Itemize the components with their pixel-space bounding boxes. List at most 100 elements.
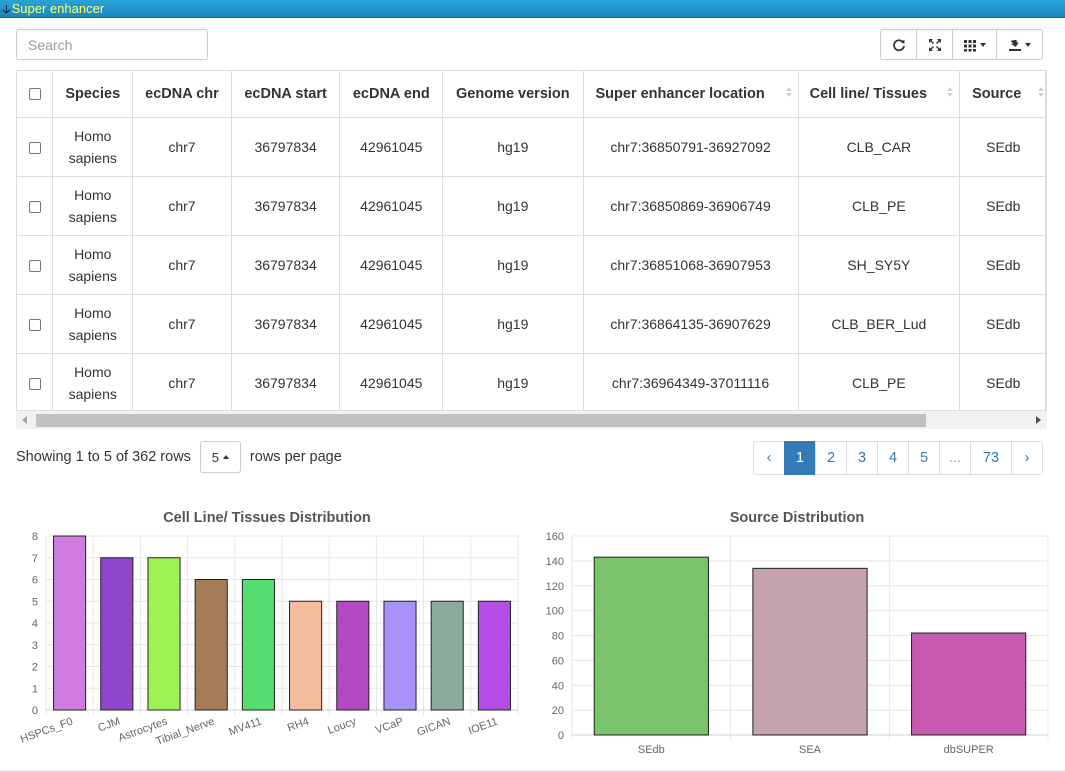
y-tick-label: 5 xyxy=(32,596,38,608)
divider xyxy=(0,770,1065,772)
bar-dbsuper[interactable] xyxy=(911,632,1027,736)
next-page-button[interactable]: › xyxy=(1011,441,1043,475)
start-cell: 36797834 xyxy=(230,116,341,177)
table-row: Homo sapiens chr7 36797834 42961045 hg19… xyxy=(17,352,1046,413)
cell-line-chart-svg: Cell Line/ Tissues Distribution 0 1 2 3 4 5 6 7 8… xyxy=(19,510,519,748)
page-button-1[interactable]: 1 xyxy=(784,441,816,475)
y-tick-label: 40 xyxy=(552,680,564,692)
page-button-4[interactable]: 4 xyxy=(877,441,909,475)
source-chart: Source Distribution 0 20 40 60 80 100 120 140 160… xyxy=(530,500,1065,765)
row-checkbox[interactable] xyxy=(28,259,41,272)
export-button[interactable] xyxy=(996,29,1043,60)
bar-cjm[interactable] xyxy=(100,557,134,711)
page-button-5[interactable]: 5 xyxy=(908,441,940,475)
chr-cell: chr7 xyxy=(132,234,232,295)
column-header-cell-line[interactable]: Cell line/ Tissues xyxy=(797,71,961,118)
genome-cell: hg19 xyxy=(442,293,584,354)
end-cell: 42961045 xyxy=(339,293,444,354)
sort-icon xyxy=(947,87,954,97)
sort-icon xyxy=(785,87,792,97)
page-button-2[interactable]: 2 xyxy=(815,441,847,475)
location-cell: chr7:36850791-36927092 xyxy=(582,116,799,177)
column-header-start[interactable]: ecDNA start xyxy=(230,71,341,118)
column-header-location[interactable]: Super enhancer location xyxy=(582,71,799,118)
row-checkbox[interactable] xyxy=(28,141,41,154)
columns-button[interactable] xyxy=(952,29,997,60)
select-all-cell[interactable] xyxy=(17,71,54,118)
pagination: ‹ 1 2 3 4 5 ... 73 › xyxy=(753,441,1043,475)
page-button-73[interactable]: 73 xyxy=(970,441,1012,475)
bar-gican[interactable] xyxy=(430,600,464,711)
panel-header[interactable]: 🡣Super enhancer xyxy=(0,0,1065,18)
bar-hspcs-f0[interactable] xyxy=(53,535,87,711)
scrollbar-thumb[interactable] xyxy=(36,414,926,427)
arrow-down-icon: 🡣 xyxy=(2,2,11,16)
column-header-species[interactable]: Species xyxy=(52,71,134,118)
scroll-right-icon[interactable] xyxy=(1036,416,1041,424)
location-cell: chr7:36864135-36907629 xyxy=(582,293,799,354)
species-cell: Homo sapiens xyxy=(52,175,134,236)
search-input[interactable] xyxy=(16,29,208,60)
chevron-up-icon xyxy=(223,455,230,459)
bar-tibial-nerve[interactable] xyxy=(194,579,228,711)
bar-mv411[interactable] xyxy=(241,579,275,711)
cell-line-cell: CLB_PE xyxy=(797,352,961,413)
prev-page-button[interactable]: ‹ xyxy=(753,441,785,475)
start-cell: 36797834 xyxy=(230,293,341,354)
y-tick-label: 80 xyxy=(552,631,564,643)
chr-cell: chr7 xyxy=(132,116,232,177)
cell-line-cell: CLB_BER_Lud xyxy=(797,293,961,354)
download-icon xyxy=(1009,39,1021,51)
fullscreen-button[interactable] xyxy=(916,29,953,60)
bar-rh4[interactable] xyxy=(289,600,323,711)
rows-info-text: Showing 1 to 5 of 362 rows xyxy=(16,449,191,465)
species-cell: Homo sapiens xyxy=(52,116,134,177)
cell-line-cell: CLB_PE xyxy=(797,175,961,236)
end-cell: 42961045 xyxy=(339,352,444,413)
page-ellipsis: ... xyxy=(939,441,971,475)
x-tick-label: VCaP xyxy=(374,716,405,737)
y-tick-label: 0 xyxy=(558,730,564,742)
row-select-cell[interactable] xyxy=(17,293,54,354)
row-checkbox[interactable] xyxy=(28,318,41,331)
row-select-cell[interactable] xyxy=(17,116,54,177)
scroll-left-icon[interactable] xyxy=(22,416,27,424)
row-select-cell[interactable] xyxy=(17,175,54,236)
bar-ioe11[interactable] xyxy=(477,600,511,711)
y-tick-label: 3 xyxy=(32,640,38,652)
select-all-checkbox[interactable] xyxy=(28,87,41,100)
horizontal-scrollbar[interactable] xyxy=(16,410,1047,429)
bar-vcap[interactable] xyxy=(383,600,417,711)
source-cell: SEdb xyxy=(959,175,1046,236)
column-header-source[interactable]: Source xyxy=(959,71,1046,118)
column-header-end[interactable]: ecDNA end xyxy=(339,71,444,118)
page-size-dropdown[interactable]: 5 xyxy=(199,441,241,473)
x-tick-label: IOE11 xyxy=(467,716,500,738)
species-cell: Homo sapiens xyxy=(52,234,134,295)
fullscreen-icon xyxy=(928,38,941,51)
bar-loucy[interactable] xyxy=(336,600,370,711)
end-cell: 42961045 xyxy=(339,116,444,177)
x-tick-label: Loucy xyxy=(326,715,358,736)
y-tick-label: 7 xyxy=(32,553,38,565)
bar-sea[interactable] xyxy=(752,567,868,736)
row-checkbox[interactable] xyxy=(28,200,41,213)
end-cell: 42961045 xyxy=(339,175,444,236)
location-cell: chr7:36851068-36907953 xyxy=(582,234,799,295)
table-row: Homo sapiens chr7 36797834 42961045 hg19… xyxy=(17,293,1046,354)
x-tick-label: dbSUPER xyxy=(944,744,994,756)
column-header-chr[interactable]: ecDNA chr xyxy=(132,71,232,118)
column-header-genome[interactable]: Genome version xyxy=(442,71,584,118)
sort-icon xyxy=(1038,87,1045,97)
refresh-icon xyxy=(892,38,905,51)
pagination-info: Showing 1 to 5 of 362 rows 5 rows per pa… xyxy=(16,441,342,473)
bar-astrocytes[interactable] xyxy=(147,557,181,711)
row-checkbox[interactable] xyxy=(28,377,41,390)
row-select-cell[interactable] xyxy=(17,352,54,413)
page-button-3[interactable]: 3 xyxy=(846,441,878,475)
row-select-cell[interactable] xyxy=(17,234,54,295)
bar-sedb[interactable] xyxy=(593,556,709,736)
y-tick-label: 20 xyxy=(552,705,564,717)
chevron-down-icon xyxy=(980,42,986,47)
refresh-button[interactable] xyxy=(880,29,917,60)
